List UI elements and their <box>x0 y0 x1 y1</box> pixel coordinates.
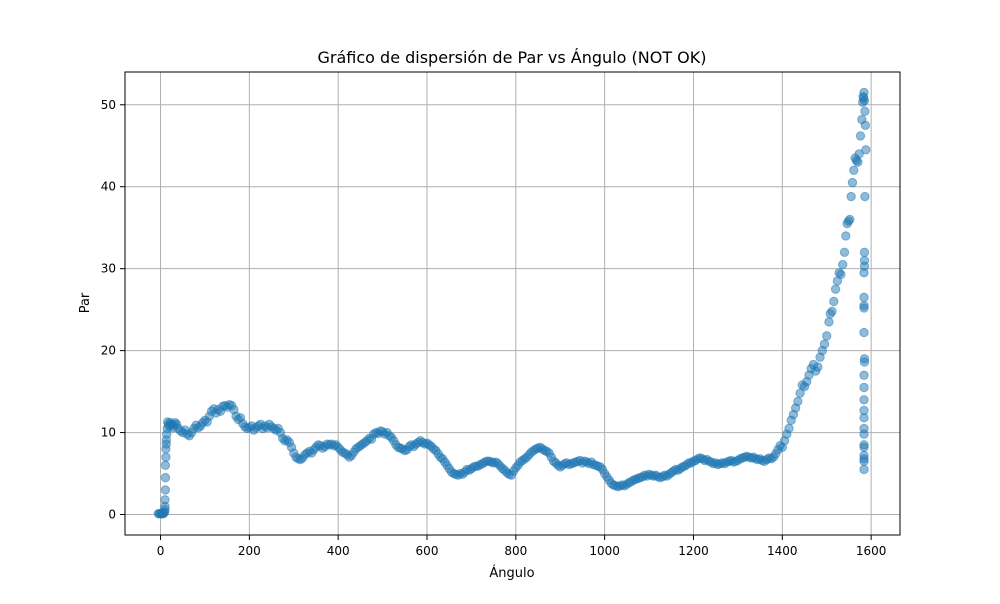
data-point <box>859 382 869 393</box>
y-tick-label: 40 <box>101 180 116 194</box>
data-point <box>860 106 870 117</box>
data-point <box>849 165 859 176</box>
data-point <box>855 131 866 141</box>
data-point <box>859 442 869 453</box>
y-tick-label: 0 <box>108 508 116 522</box>
x-tick-label: 1600 <box>856 544 887 558</box>
data-point <box>822 331 832 341</box>
data-point <box>859 303 869 313</box>
data-point <box>859 327 869 338</box>
data-point <box>859 357 870 367</box>
x-tick-label: 1000 <box>589 544 620 558</box>
data-point <box>859 464 869 475</box>
y-axis-ticks: 0 10 20 30 40 50 <box>101 98 125 522</box>
x-tick-label: 400 <box>327 544 350 558</box>
data-point <box>859 87 869 98</box>
data-point <box>824 317 834 327</box>
x-tick-label: 0 <box>157 544 165 558</box>
x-tick-label: 1200 <box>678 544 709 558</box>
data-point <box>853 157 863 167</box>
data-point <box>859 292 869 303</box>
data-point <box>859 95 870 106</box>
data-point <box>829 296 839 307</box>
data-point <box>160 485 171 495</box>
x-axis-ticks: 0 200 400 600 800 1000 1200 1400 1600 <box>157 535 887 558</box>
data-point <box>160 495 170 505</box>
data-point <box>859 429 869 439</box>
data-point <box>854 149 864 159</box>
data-point <box>839 247 850 257</box>
plot-area-frame <box>124 71 901 536</box>
data-point <box>841 231 851 241</box>
data-point <box>784 423 794 434</box>
data-point <box>846 191 856 202</box>
x-tick-label: 800 <box>504 544 527 558</box>
y-axis-label: Par <box>78 292 93 313</box>
y-tick-label: 30 <box>101 262 116 276</box>
data-point <box>859 268 869 278</box>
data-point <box>160 460 171 471</box>
x-tick-label: 1400 <box>767 544 798 558</box>
data-point <box>861 145 871 155</box>
data-point <box>830 284 841 294</box>
data-point <box>859 247 870 257</box>
data-point <box>859 395 869 405</box>
data-point <box>859 413 869 423</box>
x-tick-label: 200 <box>238 544 261 558</box>
data-point <box>838 259 848 270</box>
data-point <box>160 472 171 483</box>
x-tick-label: 600 <box>416 544 439 558</box>
data-point <box>860 191 870 202</box>
data-point <box>819 339 830 349</box>
data-point <box>161 452 171 462</box>
data-point <box>813 362 823 372</box>
y-tick-label: 50 <box>101 98 116 112</box>
data-point <box>859 370 869 380</box>
y-tick-label: 10 <box>101 426 116 440</box>
data-point <box>845 214 855 225</box>
data-point <box>827 306 837 316</box>
data-point <box>847 177 858 188</box>
chart-title: Gráfico de dispersión de Par vs Ángulo (… <box>318 48 707 67</box>
data-points <box>153 87 871 519</box>
data-point <box>836 269 846 280</box>
data-point <box>860 120 871 130</box>
y-tick-label: 20 <box>101 344 116 358</box>
data-point <box>793 396 803 407</box>
x-axis-label: Ángulo <box>489 565 534 581</box>
data-point <box>859 456 869 466</box>
